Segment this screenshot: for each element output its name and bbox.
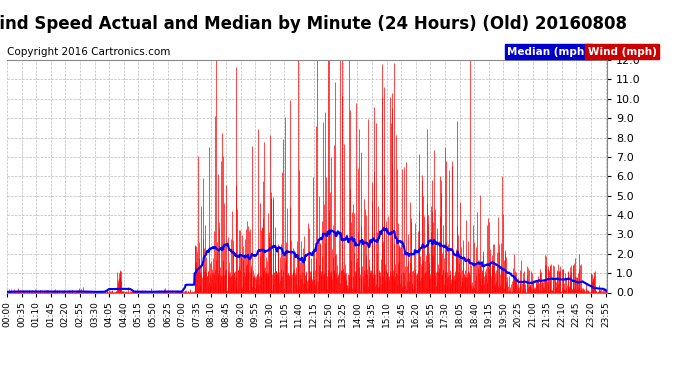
Text: Wind Speed Actual and Median by Minute (24 Hours) (Old) 20160808: Wind Speed Actual and Median by Minute (… [0,15,627,33]
Text: Wind (mph): Wind (mph) [588,47,657,57]
Text: Copyright 2016 Cartronics.com: Copyright 2016 Cartronics.com [7,47,170,57]
Text: Median (mph): Median (mph) [507,47,589,57]
